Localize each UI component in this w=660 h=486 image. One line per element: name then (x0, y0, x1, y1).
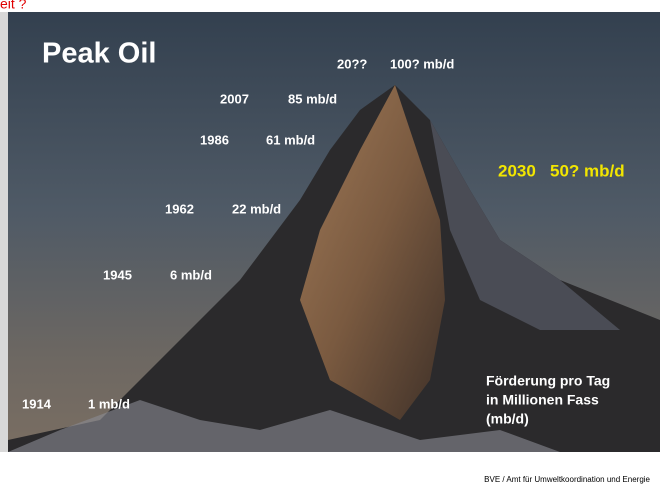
title: Peak Oil (42, 38, 156, 70)
footer: BVE / Amt für Umweltkoordination und Ene… (484, 475, 650, 484)
year: 20?? (337, 56, 367, 71)
year: 2007 (220, 91, 249, 106)
legend-line: in Millionen Fass (486, 392, 599, 408)
rate: 6 mb/d (170, 267, 212, 282)
year: 1986 (200, 132, 229, 147)
legend-line: (mb/d) (486, 411, 529, 427)
forecast-year: 2030 (498, 161, 536, 180)
rate: 22 mb/d (232, 201, 281, 216)
legend-line: Förderung pro Tag (486, 373, 610, 389)
slide: eit ? Peak Oil 20?? 100? mb/d 2007 85 mb… (0, 0, 660, 486)
side-strip (0, 12, 8, 452)
corner-text: eit ? (0, 0, 27, 12)
page: eit ? Peak Oil 20?? 100? mb/d 2007 85 mb… (0, 0, 660, 486)
year: 1962 (165, 201, 194, 216)
rate: 85 mb/d (288, 91, 337, 106)
rate: 100? mb/d (390, 56, 454, 71)
forecast-rate: 50? mb/d (550, 161, 625, 180)
rate: 61 mb/d (266, 132, 315, 147)
year: 1914 (22, 396, 52, 411)
year: 1945 (103, 267, 132, 282)
rate: 1 mb/d (88, 396, 130, 411)
